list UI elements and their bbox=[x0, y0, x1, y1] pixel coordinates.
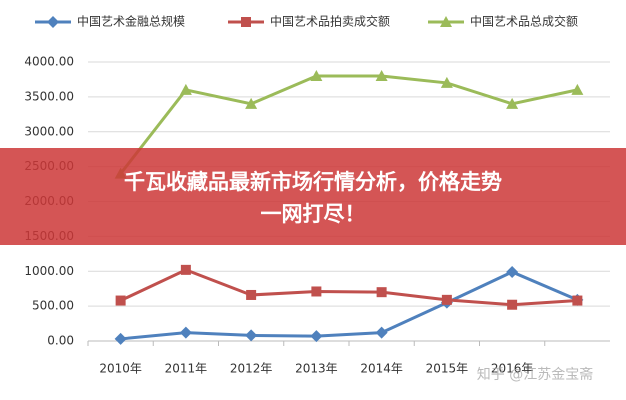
series-line bbox=[120, 270, 578, 341]
data-point bbox=[441, 294, 452, 305]
y-tick-label: 4000.00 bbox=[24, 55, 74, 69]
x-tick-label: 2013年 bbox=[295, 362, 338, 376]
watermark: 知乎 @江苏金宝斋 bbox=[477, 366, 593, 383]
legend-label: 中国艺术金融总规模 bbox=[77, 14, 185, 29]
x-tick-label: 2011年 bbox=[165, 362, 208, 376]
legend-marker bbox=[241, 17, 251, 27]
data-point bbox=[571, 83, 584, 95]
x-tick-label: 2010年 bbox=[99, 362, 142, 376]
data-point bbox=[310, 69, 323, 81]
data-point bbox=[114, 332, 127, 345]
legend-label: 中国艺术品总成交额 bbox=[470, 14, 578, 29]
y-tick-label: 0.00 bbox=[47, 334, 74, 348]
data-point bbox=[376, 287, 387, 298]
data-point bbox=[245, 97, 258, 109]
x-tick-label: 2015年 bbox=[426, 362, 469, 376]
x-tick-label: 2012年 bbox=[230, 362, 273, 376]
y-tick-label: 3500.00 bbox=[24, 89, 74, 103]
data-point bbox=[507, 299, 518, 310]
data-point bbox=[115, 295, 126, 306]
legend-marker bbox=[47, 16, 59, 28]
series-line bbox=[119, 74, 578, 175]
data-point bbox=[375, 326, 388, 339]
data-point bbox=[506, 97, 519, 109]
legend-marker bbox=[440, 16, 452, 27]
data-point bbox=[179, 326, 192, 339]
data-point bbox=[179, 83, 192, 95]
x-tick-label: 2014年 bbox=[360, 362, 403, 376]
legend-label: 中国艺术品拍卖成交额 bbox=[270, 14, 390, 29]
data-point bbox=[245, 329, 258, 342]
data-point bbox=[311, 286, 322, 297]
banner bbox=[0, 148, 626, 245]
data-point bbox=[440, 76, 453, 88]
data-point bbox=[180, 264, 191, 275]
data-point bbox=[246, 289, 257, 300]
data-point bbox=[310, 330, 323, 343]
banner-text: 千瓦收藏品最新市场行情分析，价格走势 bbox=[124, 170, 502, 194]
y-tick-label: 1000.00 bbox=[24, 264, 74, 278]
data-point bbox=[572, 295, 583, 306]
x-tick-label: 2016年 bbox=[491, 362, 534, 376]
data-point bbox=[375, 69, 388, 81]
y-tick-label: 3000.00 bbox=[24, 124, 74, 138]
series-line bbox=[119, 268, 578, 307]
data-point bbox=[506, 265, 519, 278]
y-tick-label: 500.00 bbox=[32, 299, 74, 313]
banner-text: 一网打尽！ bbox=[261, 202, 366, 226]
